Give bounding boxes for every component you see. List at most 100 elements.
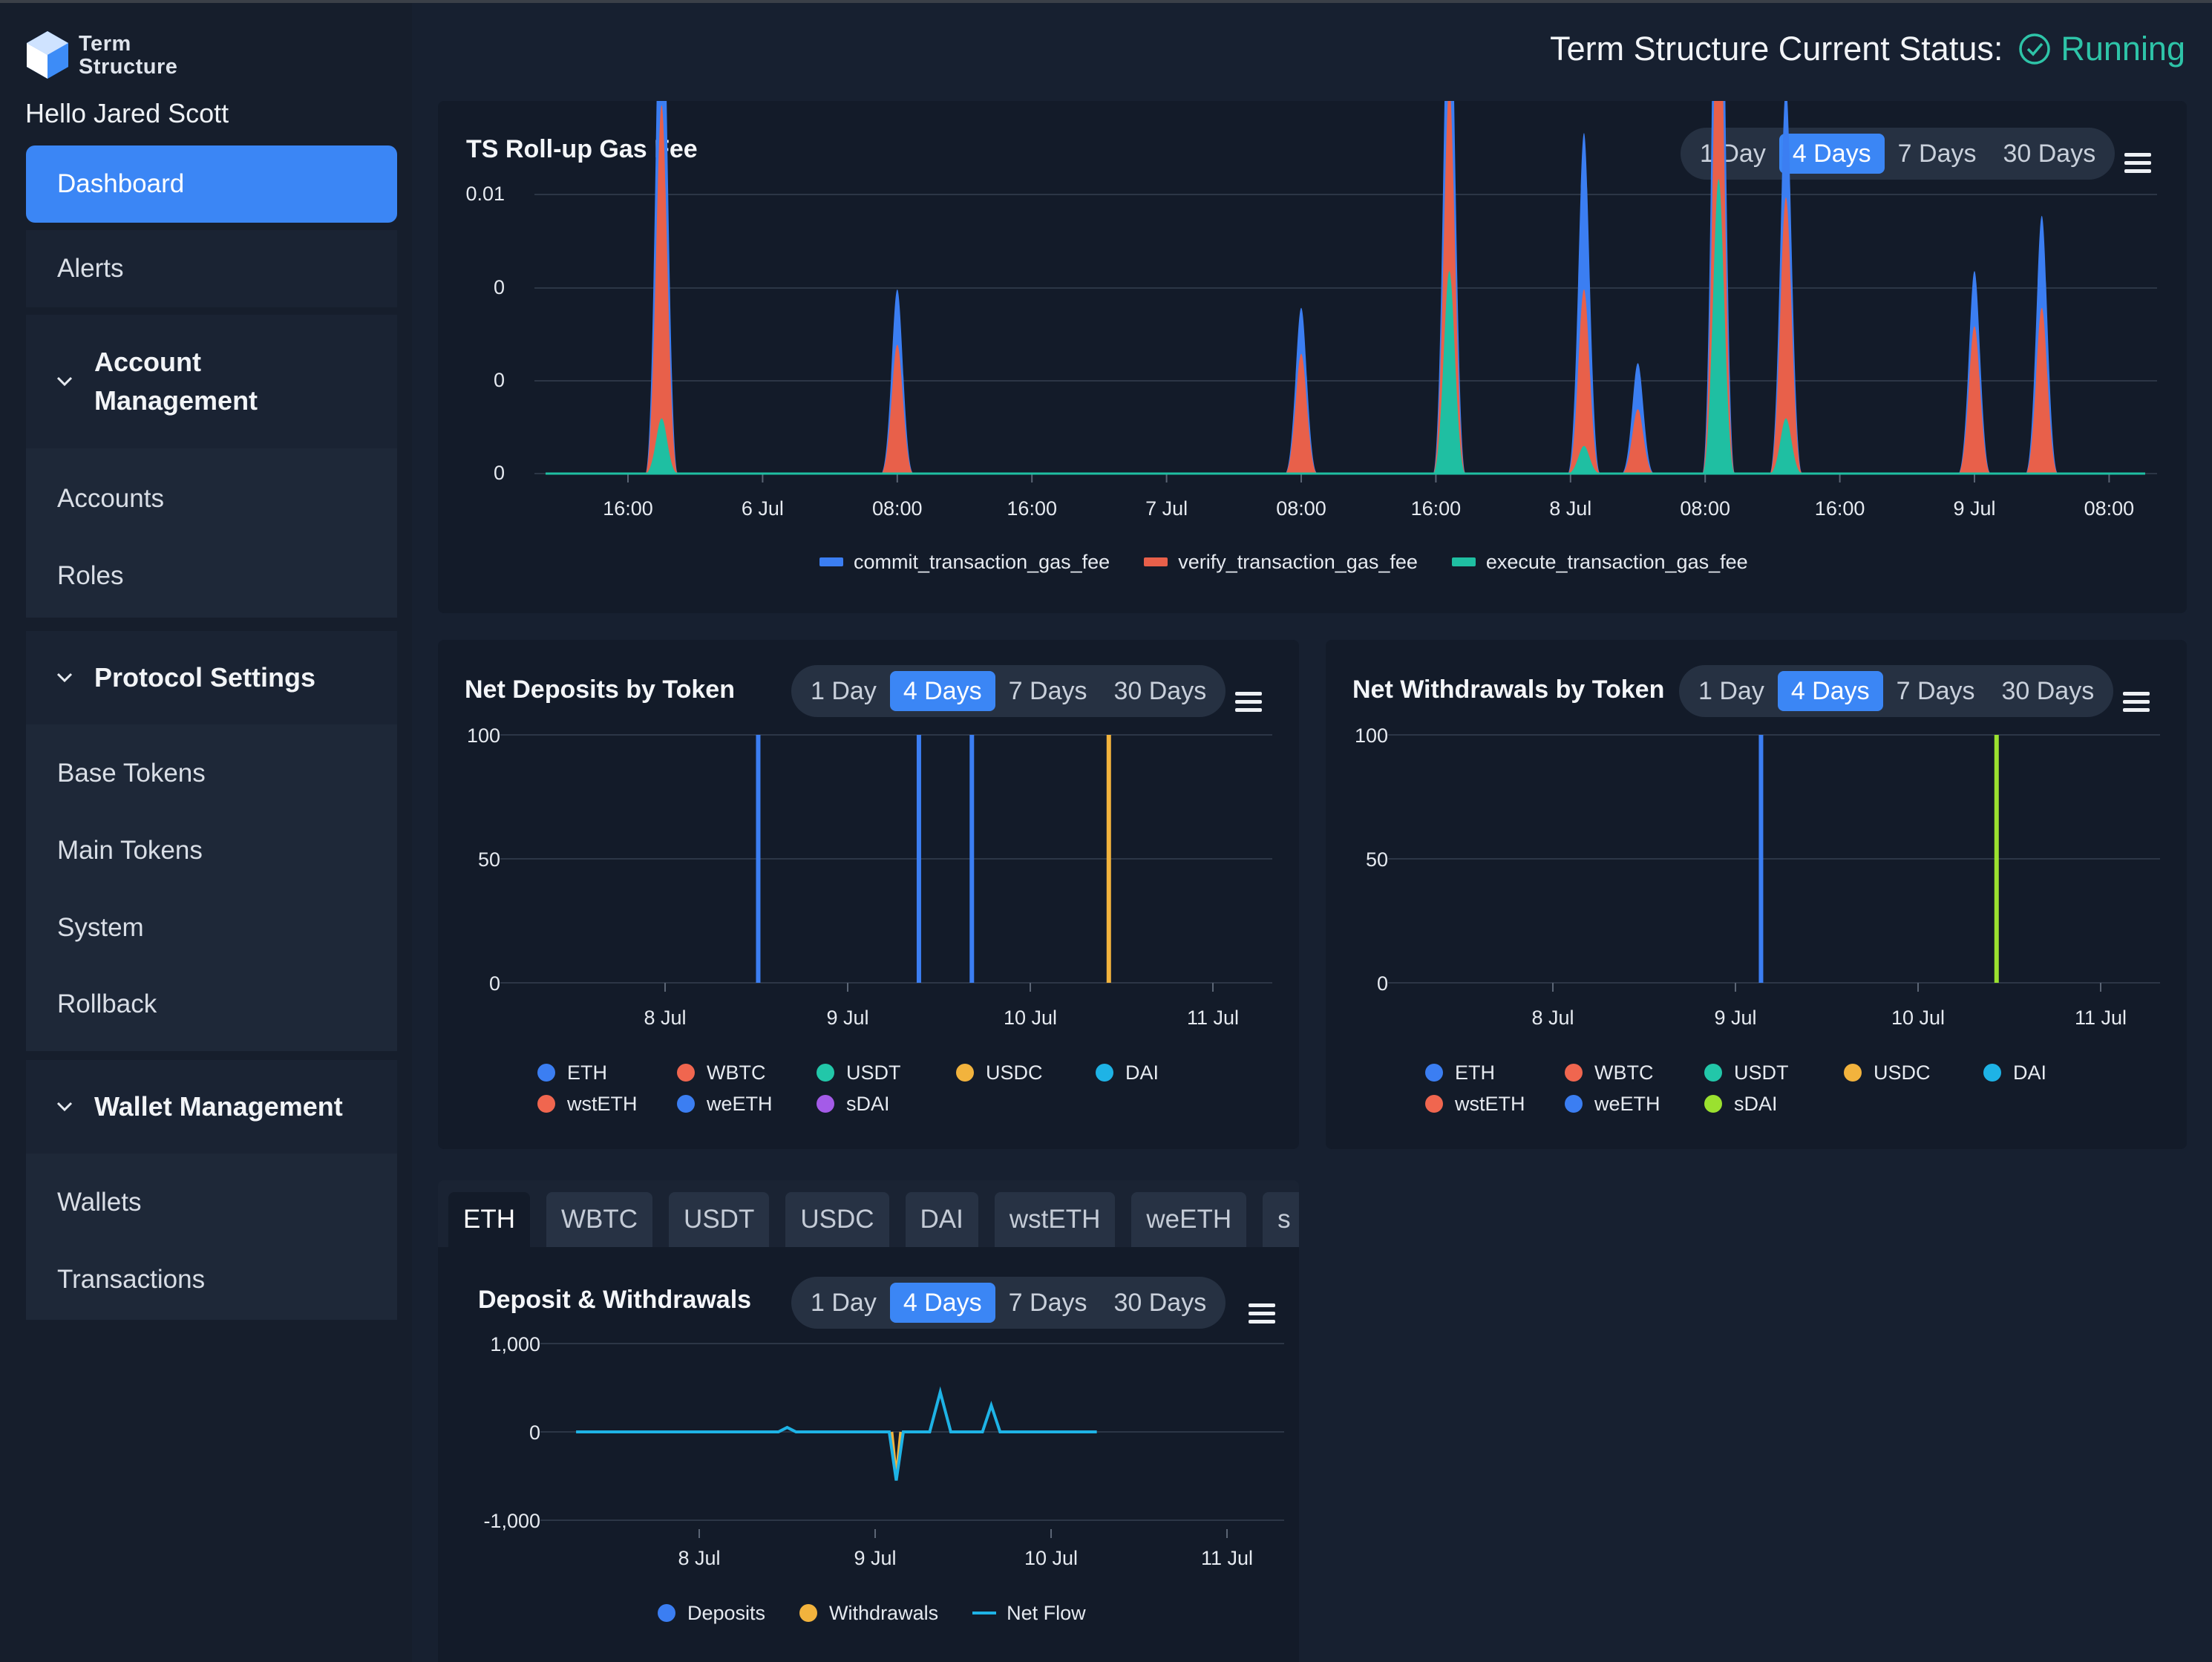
legend-usdc-label: USDC: [986, 1061, 1043, 1084]
legend-usdc[interactable]: USDC: [1844, 1057, 1983, 1088]
tab-usdc[interactable]: USDC: [785, 1192, 889, 1247]
sidebar-item-rollback[interactable]: Rollback: [57, 989, 157, 1018]
tab-wbtc[interactable]: WBTC: [546, 1192, 653, 1247]
sidebar-item-main-tokens[interactable]: Main Tokens: [57, 836, 203, 865]
legend-sdai[interactable]: sDAI: [817, 1088, 956, 1119]
gas-x-tick-label: 7 Jul: [1145, 497, 1188, 520]
legend-dai[interactable]: DAI: [1983, 1057, 2072, 1088]
legend-weeth-label: weETH: [1594, 1092, 1660, 1115]
withdrawals-y-tick-label: 0: [1377, 972, 1388, 995]
sidebar-group-account-management[interactable]: Account Management: [26, 315, 397, 448]
gas-verify-peak: [1770, 197, 1803, 474]
legend-eth-label: ETH: [1455, 1061, 1495, 1084]
sidebar-item-base-tokens[interactable]: Base Tokens: [57, 759, 206, 788]
sidebar-item-dashboard[interactable]: Dashboard: [26, 145, 397, 223]
legend-verify[interactable]: verify_transaction_gas_fee: [1144, 546, 1418, 578]
legend-weeth[interactable]: weETH: [677, 1088, 817, 1119]
legend-weeth[interactable]: weETH: [1565, 1088, 1704, 1119]
sidebar-item-roles[interactable]: Roles: [57, 561, 124, 590]
legend-dai[interactable]: DAI: [1096, 1057, 1185, 1088]
legend-eth[interactable]: ETH: [537, 1057, 677, 1088]
chart-menu-hamburger-icon[interactable]: [1249, 1303, 1275, 1324]
sidebar-item-alerts[interactable]: Alerts: [26, 230, 397, 307]
net-withdrawals-title: Net Withdrawals by Token: [1352, 675, 1665, 704]
range-7-days[interactable]: 7 Days: [1897, 139, 1977, 168]
tab-eth[interactable]: ETH: [448, 1192, 530, 1247]
range-7-days[interactable]: 7 Days: [1008, 1288, 1087, 1317]
legend-execute[interactable]: execute_transaction_gas_fee: [1451, 546, 1748, 578]
greeting: Hello Jared Scott: [25, 98, 229, 128]
legend-wbtc[interactable]: WBTC: [1565, 1057, 1704, 1088]
tab-dai[interactable]: DAI: [905, 1192, 978, 1247]
gas-x-tick-label: 16:00: [603, 497, 653, 520]
legend-usdc[interactable]: USDC: [956, 1057, 1096, 1088]
flow-y-tick-label: 0: [529, 1421, 540, 1444]
gas-x-tick-label: 08:00: [1276, 497, 1326, 520]
chart-menu-hamburger-icon[interactable]: [1235, 692, 1262, 713]
range-7-days[interactable]: 7 Days: [1896, 676, 1975, 705]
status-value: Running: [2061, 30, 2185, 68]
tab-wsteth[interactable]: wstETH: [994, 1192, 1116, 1247]
tab-usdt[interactable]: USDT: [669, 1192, 770, 1247]
range-1-day[interactable]: 1 Day: [1698, 676, 1764, 705]
legend-usdt[interactable]: USDT: [1704, 1057, 1844, 1088]
legend-commit-swatch: [819, 557, 843, 566]
gas-x-tick-label: 16:00: [1007, 497, 1057, 520]
gas-fee-panel: TS Roll-up Gas Fee 1 Day 4 Days 7 Days 3…: [438, 101, 2187, 613]
legend-wbtc-swatch: [677, 1064, 695, 1082]
sidebar-item-system[interactable]: System: [57, 913, 144, 942]
range-30-days[interactable]: 30 Days: [2003, 139, 2096, 168]
gas-execute-peak: [645, 418, 678, 474]
legend-usdc-label: USDC: [1874, 1061, 1931, 1084]
legend-withdrawals[interactable]: Withdrawals: [799, 1597, 938, 1629]
sidebar: Term Structure Hello Jared Scott Dashboa…: [0, 3, 412, 1662]
legend-net-flow[interactable]: Net Flow: [972, 1597, 1086, 1629]
gas-execute-peak: [1433, 271, 1466, 474]
sidebar-group-protocol-settings[interactable]: Protocol Settings: [26, 631, 397, 724]
legend-commit[interactable]: commit_transaction_gas_fee: [819, 546, 1110, 578]
sidebar-item-transactions[interactable]: Transactions: [57, 1265, 206, 1294]
deposits-x-tick-label: 10 Jul: [1004, 1007, 1057, 1029]
range-4-days[interactable]: 4 Days: [889, 671, 995, 711]
range-30-days[interactable]: 30 Days: [2001, 676, 2095, 705]
range-4-days[interactable]: 4 Days: [1779, 134, 1885, 174]
logo-text-line2: Structure: [79, 55, 178, 79]
range-4-days[interactable]: 4 Days: [1777, 671, 1883, 711]
legend-wbtc[interactable]: WBTC: [677, 1057, 817, 1088]
range-1-day[interactable]: 1 Day: [1700, 139, 1766, 168]
chart-menu-hamburger-icon[interactable]: [2123, 692, 2150, 713]
range-30-days[interactable]: 30 Days: [1113, 1288, 1207, 1317]
chevron-down-icon: [56, 673, 73, 683]
gas-y-tick-label: 0: [494, 462, 505, 484]
legend-usdt[interactable]: USDT: [817, 1057, 956, 1088]
range-30-days[interactable]: 30 Days: [1113, 676, 1207, 705]
sidebar-item-accounts[interactable]: Accounts: [57, 484, 164, 513]
range-1-day[interactable]: 1 Day: [811, 676, 877, 705]
sidebar-group-wallet-management[interactable]: Wallet Management: [26, 1060, 397, 1154]
legend-eth-swatch: [537, 1064, 555, 1082]
range-7-days[interactable]: 7 Days: [1008, 676, 1087, 705]
tab-sdai-partial[interactable]: s: [1263, 1192, 1299, 1247]
gas-y-tick-label: 0: [494, 369, 505, 391]
legend-deposits[interactable]: Deposits: [658, 1597, 765, 1629]
gas-execute-peak: [1702, 179, 1735, 474]
tab-weeth[interactable]: weETH: [1131, 1192, 1247, 1247]
legend-usdc-swatch: [1844, 1064, 1862, 1082]
legend-sdai[interactable]: sDAI: [1704, 1088, 1844, 1119]
deposit-withdrawals-chart: 1,000 0 -1,000 8 Jul 9 Jul 10 Jul 11 Jul: [483, 1333, 1284, 1569]
logo[interactable]: Term Structure: [24, 30, 177, 82]
deposits-bar-usdc: [1106, 735, 1111, 983]
deposits-bar-eth: [916, 735, 921, 983]
logo-text: Term Structure: [79, 33, 177, 79]
legend-sdai-label: sDAI: [1734, 1092, 1778, 1115]
sidebar-item-wallets[interactable]: Wallets: [57, 1188, 142, 1217]
flow-x-tick-label: 9 Jul: [854, 1547, 896, 1569]
chart-menu-hamburger-icon[interactable]: [2124, 153, 2151, 174]
legend-wsteth[interactable]: wstETH: [537, 1088, 677, 1119]
legend-eth[interactable]: ETH: [1425, 1057, 1565, 1088]
gas-x-tick-label: 16:00: [1815, 497, 1865, 520]
range-1-day[interactable]: 1 Day: [811, 1288, 877, 1317]
flow-range-selector: 1 Day 4 Days 7 Days 30 Days: [791, 1277, 1226, 1329]
legend-wsteth[interactable]: wstETH: [1425, 1088, 1565, 1119]
range-4-days[interactable]: 4 Days: [889, 1283, 995, 1323]
